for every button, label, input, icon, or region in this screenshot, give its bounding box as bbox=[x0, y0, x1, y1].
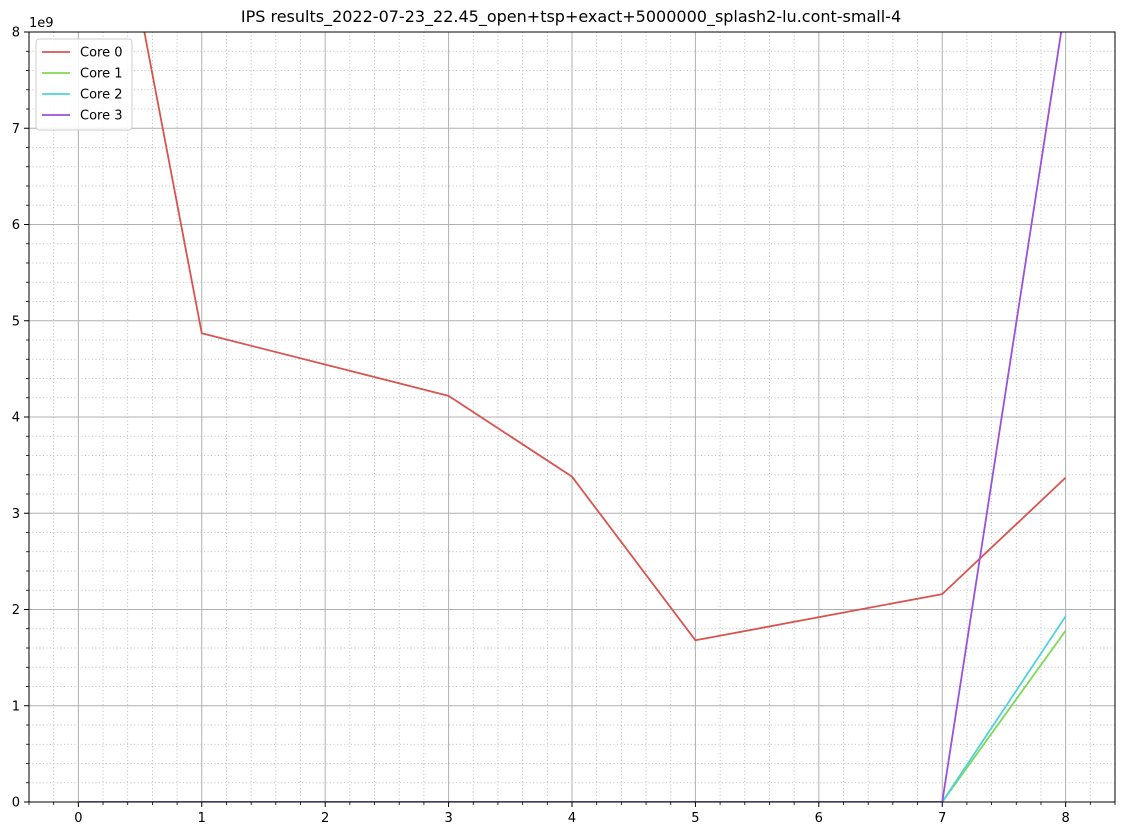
series-layer bbox=[78, 32, 1067, 802]
y-tick-label: 3 bbox=[12, 507, 20, 522]
legend-label: Core 0 bbox=[80, 46, 123, 61]
y-tick-label: 7 bbox=[12, 122, 20, 137]
y-offset-label: 1e9 bbox=[29, 16, 54, 31]
y-tick-label: 8 bbox=[12, 26, 20, 41]
x-tick-label: 2 bbox=[321, 811, 329, 826]
y-tick-label: 4 bbox=[12, 411, 20, 426]
x-tick-label: 4 bbox=[568, 811, 576, 826]
x-tick-label: 7 bbox=[938, 811, 946, 826]
series-line-core-0 bbox=[143, 32, 1067, 642]
x-tick-label: 0 bbox=[74, 811, 82, 826]
legend-label: Core 2 bbox=[80, 88, 123, 103]
legend-label: Core 1 bbox=[80, 67, 123, 82]
y-tick-label: 1 bbox=[12, 699, 20, 714]
x-tick-label: 5 bbox=[691, 811, 699, 826]
y-axis: 0 1 2 3 4 5 6 7 8 bbox=[12, 26, 29, 811]
y-tick-label: 2 bbox=[12, 603, 20, 618]
legend: Core 0 Core 1 Core 2 Core 3 bbox=[35, 38, 133, 131]
x-tick-label: 1 bbox=[198, 811, 206, 826]
y-tick-label: 6 bbox=[12, 218, 20, 233]
legend-label: Core 3 bbox=[80, 109, 123, 124]
y-tick-label: 5 bbox=[12, 314, 20, 329]
legend-box bbox=[35, 38, 133, 131]
x-tick-label: 6 bbox=[815, 811, 823, 826]
x-tick-label: 3 bbox=[444, 811, 452, 826]
chart-title: IPS results_2022-07-23_22.45_open+tsp+ex… bbox=[241, 7, 901, 27]
x-axis: 0 1 2 3 4 5 6 7 8 bbox=[28, 802, 1116, 826]
y-tick-label: 0 bbox=[12, 796, 20, 811]
x-tick-label: 8 bbox=[1061, 811, 1069, 826]
